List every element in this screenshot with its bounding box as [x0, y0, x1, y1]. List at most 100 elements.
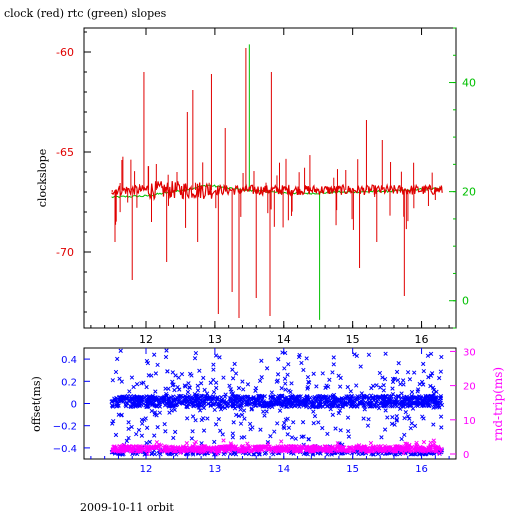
- offset-point: [275, 378, 280, 383]
- offset-point: [256, 452, 262, 457]
- offset-point: [136, 396, 141, 402]
- rndtrip-point: [199, 450, 204, 455]
- offset-point: [376, 406, 382, 411]
- offset-point: [259, 358, 264, 363]
- offset-point: [301, 403, 306, 408]
- rndtrip-point: [200, 444, 205, 449]
- offset-point: [132, 396, 138, 402]
- offset-point: [173, 373, 178, 378]
- offset-point: [222, 405, 228, 411]
- offset-point: [365, 423, 371, 428]
- offset-point: [261, 403, 266, 409]
- offset-point: [239, 395, 245, 401]
- offset-point: [439, 354, 444, 360]
- offset-point: [320, 371, 325, 376]
- offset-point: [399, 395, 404, 400]
- offset-point: [144, 425, 150, 430]
- offset-point: [361, 403, 366, 408]
- offset-point: [337, 408, 343, 413]
- offset-point: [142, 417, 147, 423]
- rndtrip-point: [246, 444, 251, 449]
- rndtrip-point: [268, 446, 273, 452]
- offset-point: [263, 450, 269, 455]
- offset-point: [415, 389, 420, 394]
- offset-point: [406, 403, 412, 408]
- offset-point: [247, 421, 253, 427]
- offset-point: [164, 391, 169, 397]
- rndtrip-point: [360, 445, 365, 450]
- offset-point: [368, 393, 374, 398]
- offset-point: [428, 373, 434, 378]
- offset-point: [258, 427, 263, 432]
- offset-point: [431, 422, 436, 427]
- offset-point: [221, 375, 226, 380]
- offset-point: [363, 400, 368, 405]
- rndtrip-y-tick-label: 20: [463, 382, 476, 393]
- offset-point: [118, 348, 123, 353]
- offset-point: [204, 391, 210, 396]
- rndtrip-point: [285, 447, 290, 452]
- offset-point: [211, 389, 217, 395]
- offset-point: [394, 418, 399, 423]
- offset-point: [327, 377, 332, 382]
- offset-point: [129, 375, 135, 380]
- offset-point: [336, 410, 341, 416]
- offset-point: [317, 403, 322, 408]
- offset-point: [151, 397, 156, 403]
- offset-point: [439, 425, 444, 430]
- offset-point: [311, 396, 317, 401]
- offset-point: [177, 394, 182, 399]
- rndtrip-point: [184, 441, 189, 446]
- offset-point: [185, 389, 191, 395]
- rndtrip-point: [169, 447, 174, 452]
- offset-point: [241, 408, 247, 413]
- rndtrip-point: [210, 448, 215, 453]
- rndtrip-y-tick-label: 30: [463, 347, 476, 358]
- offset-point: [124, 438, 129, 444]
- rndtrip-point: [413, 447, 419, 452]
- offset-point: [390, 392, 396, 397]
- offset-point: [253, 385, 259, 391]
- rndtrip-point: [144, 448, 149, 453]
- offset-point: [111, 418, 116, 424]
- offset-point: [428, 383, 433, 389]
- offset-point: [139, 402, 144, 407]
- offset-point: [282, 376, 288, 381]
- offset-point: [316, 420, 321, 425]
- offset-point: [230, 435, 235, 440]
- rndtrip-point: [328, 446, 333, 451]
- offset-point: [163, 354, 169, 360]
- offset-point: [148, 394, 153, 400]
- slope-panel: 12 13 14 15 16 -60 -65 -70 0 20 40 clockslope: [36, 27, 476, 346]
- offset-point: [288, 398, 293, 404]
- offset-point: [382, 427, 388, 432]
- offset-point: [437, 405, 442, 410]
- offset-point: [210, 402, 215, 407]
- offset-point: [197, 408, 203, 413]
- offset-point: [153, 371, 159, 376]
- offset-point: [330, 370, 335, 375]
- rndtrip-point: [421, 448, 426, 454]
- slope-x-tick-label: 16: [415, 333, 429, 346]
- offset-point: [408, 426, 413, 431]
- offset-point: [359, 391, 364, 396]
- slope-x-tick-label: 13: [208, 333, 222, 346]
- offset-point: [409, 397, 414, 403]
- offset-point: [286, 425, 292, 430]
- offset-point: [238, 421, 244, 426]
- offset-point: [338, 375, 343, 381]
- rndtrip-point: [121, 442, 126, 448]
- offset-point: [131, 394, 137, 399]
- offset-point: [346, 434, 352, 439]
- offset-point: [402, 432, 407, 438]
- slope-plot-area: [111, 44, 443, 320]
- offset-point: [438, 400, 443, 406]
- rndtrip-point: [437, 446, 442, 452]
- offset-point: [380, 375, 385, 380]
- chart-title: clock (red) rtc (green) slopes: [4, 7, 167, 20]
- offset-point: [167, 410, 172, 415]
- slope-y-tick-label: -70: [56, 246, 74, 259]
- offset-point: [215, 397, 220, 402]
- offset-point: [208, 380, 213, 385]
- offset-point: [182, 399, 188, 405]
